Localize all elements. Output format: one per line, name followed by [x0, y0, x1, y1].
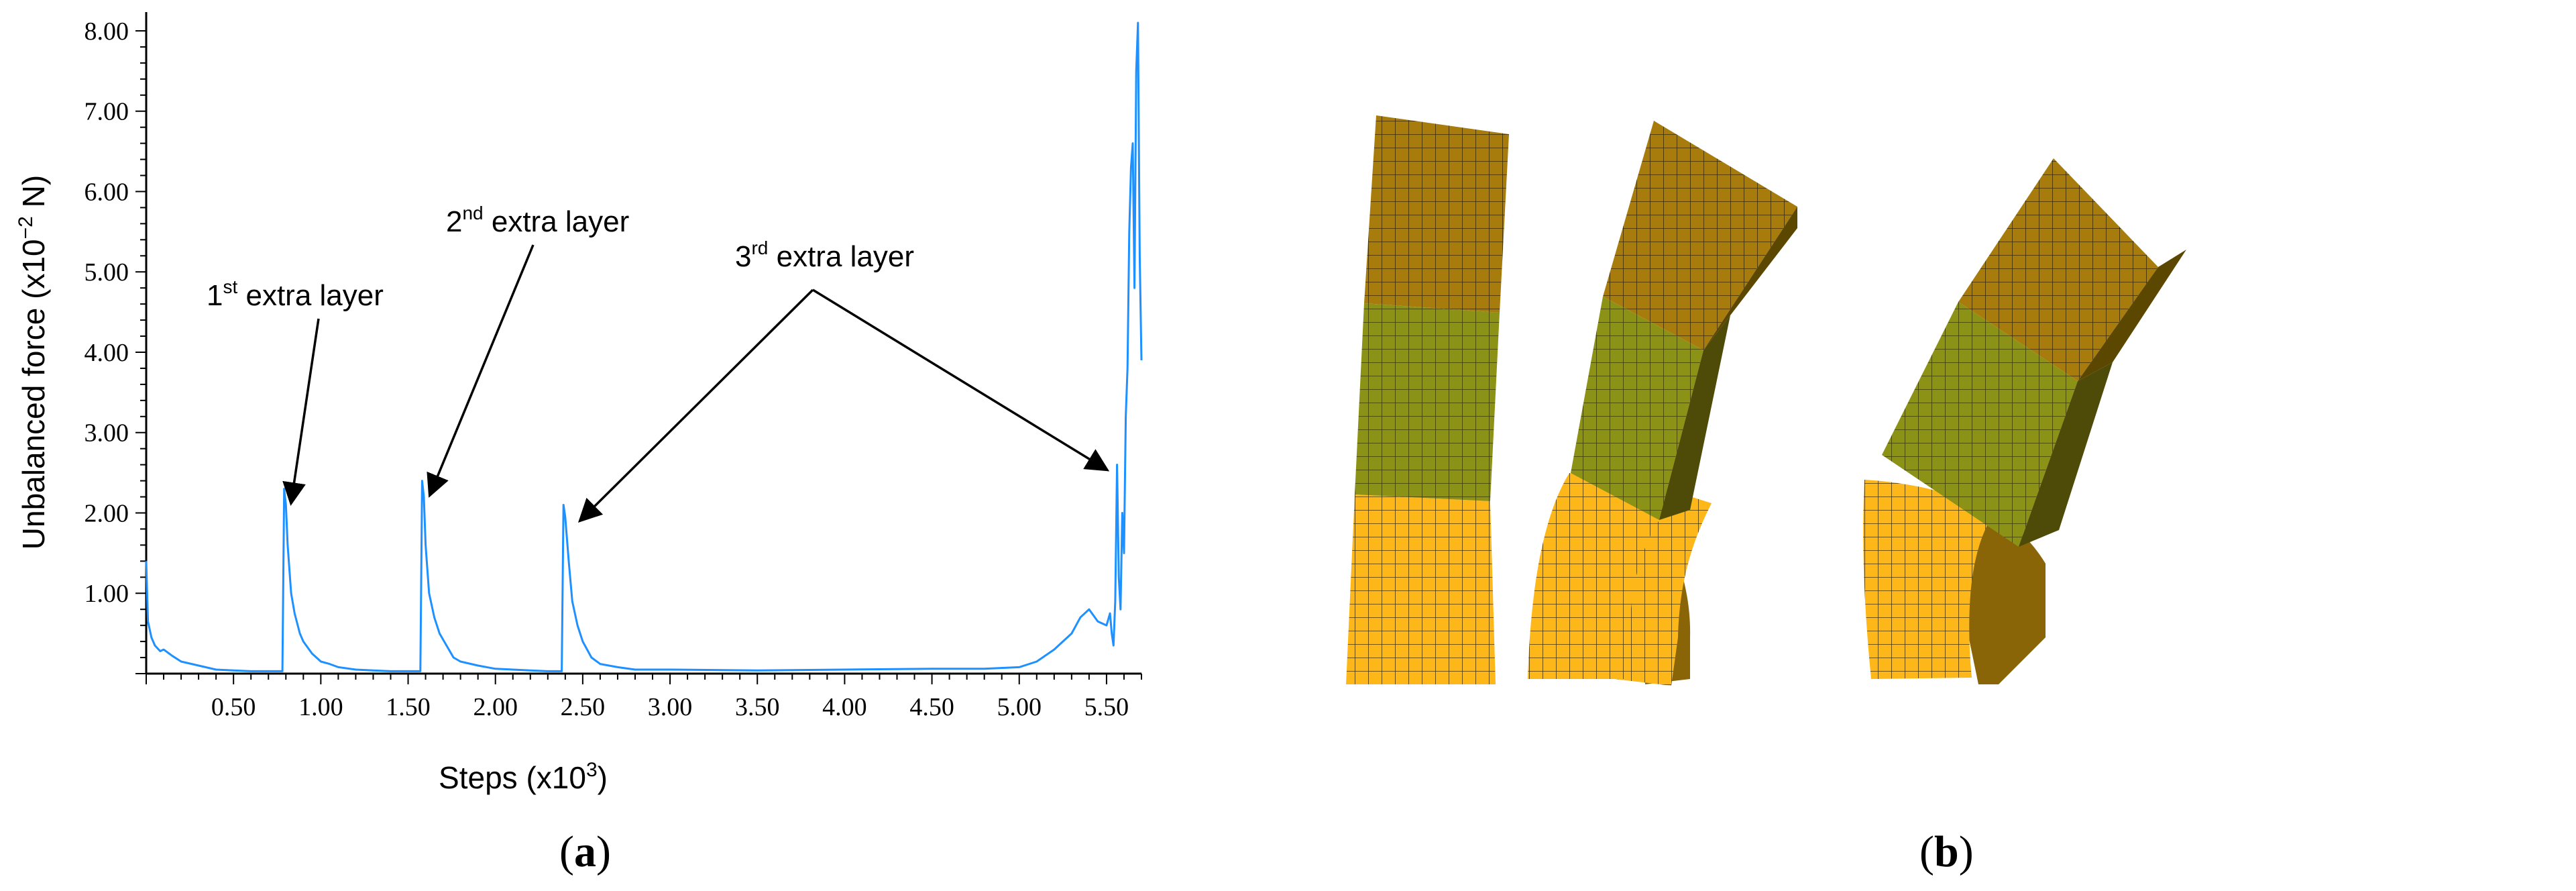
stack-bent [1528, 121, 1797, 686]
chart-minor-ticks [135, 30, 1142, 684]
y-tick-label: 2.00 [85, 499, 129, 527]
x-tick-labels: 0.50 1.00 1.50 2.00 2.50 3.00 3.50 4.00 4.50 5.00… [211, 693, 1129, 721]
y-tick-label: 6.00 [85, 178, 129, 206]
top-side-face [2078, 250, 2186, 381]
stack-separated [1863, 158, 2186, 684]
y-tick-label: 1.00 [85, 580, 129, 608]
y-tick-label: 7.00 [85, 98, 129, 126]
x-tick-label: 4.00 [822, 693, 867, 721]
x-tick-label: 2.50 [561, 693, 606, 721]
bottom-block [1863, 480, 1992, 679]
bottom-block [1346, 494, 1496, 684]
y-tick-label: 5.00 [85, 258, 129, 286]
top-block [1364, 115, 1509, 313]
x-tick-label: 1.00 [298, 693, 343, 721]
middle-side-face [1659, 315, 1730, 520]
middle-side-face [2019, 362, 2113, 547]
annotation-arrow [812, 289, 1110, 472]
annotation-label: 1st extra layer [207, 276, 384, 312]
stack-initial [1346, 115, 1509, 684]
middle-block [1571, 297, 1703, 520]
top-block [1958, 158, 2158, 381]
x-tick-label: 2.00 [473, 693, 518, 721]
x-tick-label: 5.00 [997, 693, 1042, 721]
annotation-arrow [282, 318, 320, 507]
x-axis-label: Steps (x103) [439, 759, 608, 795]
x-tick-label: 5.50 [1084, 693, 1129, 721]
y-axis-label: Unbalanced force (x10−2 N) [15, 175, 51, 549]
x-tick-label: 1.50 [386, 693, 431, 721]
force-chart: 0.50 1.00 1.50 2.00 2.50 3.00 3.50 4.00 4.50 5.00… [15, 12, 1143, 795]
x-tick-label: 3.00 [648, 693, 693, 721]
x-tick-label: 4.50 [909, 693, 954, 721]
y-tick-labels: 1.00 2.00 3.00 4.00 5.00 6.00 7.00 8.00 [85, 17, 129, 608]
y-tick-label: 3.00 [85, 419, 129, 448]
panel-b-label: (b) [1919, 827, 1974, 876]
x-tick-label: 0.50 [211, 693, 256, 721]
chart-annotations: 1st extra layer 2nd extra layer 3rd extra … [207, 203, 1110, 523]
y-tick-label: 4.00 [85, 339, 129, 367]
panel-a-label: (a) [559, 827, 611, 876]
annotation-label: 3rd extra layer [735, 238, 914, 273]
top-block [1603, 121, 1797, 350]
deformation-illustration [1346, 115, 2186, 686]
annotation-arrow [577, 289, 814, 523]
middle-block [1882, 302, 2078, 547]
top-side-face [1703, 207, 1797, 350]
unbalanced-force-line [145, 21, 1143, 672]
x-tick-label: 3.50 [735, 693, 780, 721]
chart-axes [145, 12, 1141, 675]
middle-block [1355, 303, 1500, 501]
annotation-arrow [427, 244, 535, 498]
annotation-label: 2nd extra layer [446, 203, 629, 238]
bottom-block-front [1528, 473, 1659, 679]
y-tick-label: 8.00 [85, 17, 129, 46]
